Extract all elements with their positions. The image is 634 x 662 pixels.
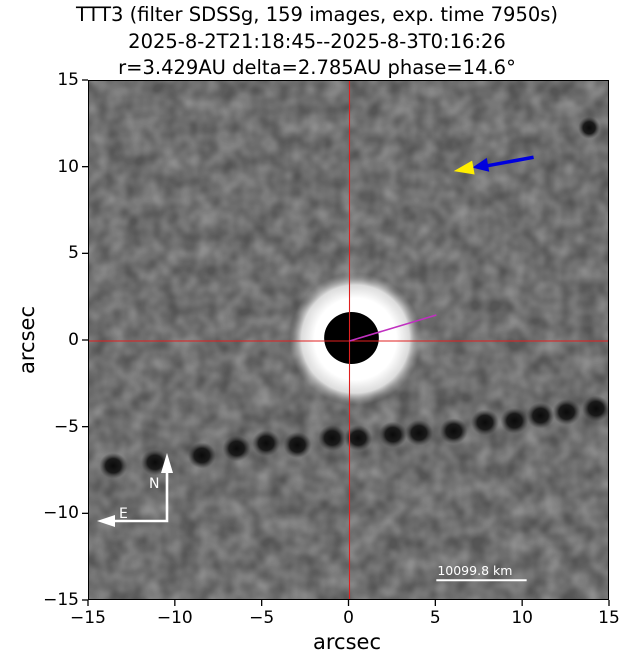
east-label: E xyxy=(119,506,128,522)
motion-arrow-icon xyxy=(472,155,534,172)
y-tick-label: 10 xyxy=(57,156,79,177)
stacked-image: N E 10099.8 km xyxy=(89,81,608,599)
x-tick-label: −5 xyxy=(249,608,275,628)
scale-bar-label: 10099.8 km xyxy=(437,563,512,578)
y-tick-label: 0 xyxy=(68,330,79,350)
y-tick-label: −10 xyxy=(43,503,79,524)
x-axis-label: arcsec xyxy=(313,630,381,654)
trail-star xyxy=(552,399,581,426)
y-tick-label: −5 xyxy=(53,416,79,437)
trail-star xyxy=(140,449,169,476)
trail-star xyxy=(318,425,347,452)
trail-star xyxy=(99,452,128,479)
star-trail xyxy=(99,395,608,479)
trail-star xyxy=(439,418,468,445)
trail-star xyxy=(222,435,251,462)
y-tick-label: 15 xyxy=(57,70,79,90)
y-axis-label: arcsec xyxy=(15,306,39,374)
x-tick-label: −10 xyxy=(156,608,193,628)
trail-star xyxy=(252,430,281,457)
x-tick-label: 15 xyxy=(598,608,620,628)
north-label: N xyxy=(149,476,159,492)
compass: N E xyxy=(97,453,173,527)
trail-star xyxy=(500,407,529,434)
x-tick-label: 5 xyxy=(429,608,441,628)
trail-star xyxy=(526,402,555,429)
chart-subtitle-geometry: r=3.429AU delta=2.785AU phase=14.6° xyxy=(118,56,516,79)
sun-direction-arrow-icon xyxy=(453,160,475,175)
image-plot-area: N E 10099.8 km xyxy=(88,80,609,600)
trail-star xyxy=(582,395,608,422)
compass-lines xyxy=(105,471,169,523)
chart-subtitle-date: 2025-8-2T21:18:45--2025-8-3T0:16:26 xyxy=(128,30,506,53)
y-tick-label: 5 xyxy=(68,243,79,264)
target-core xyxy=(324,312,379,364)
x-tick-label: 10 xyxy=(511,608,533,628)
trail-star xyxy=(283,432,312,458)
x-tick-label: 0 xyxy=(343,608,354,628)
north-arrow-icon xyxy=(161,453,173,473)
trail-star xyxy=(470,409,499,436)
x-tick-label: −15 xyxy=(70,608,106,628)
chart-title: TTT3 (filter SDSSg, 159 images, exp. tim… xyxy=(75,3,559,26)
trail-star xyxy=(344,425,373,452)
y-tick-label: −15 xyxy=(43,590,79,610)
scale-bar: 10099.8 km xyxy=(436,563,527,582)
trail-star xyxy=(187,442,216,469)
trail-star xyxy=(404,419,433,446)
trail-star xyxy=(378,421,407,448)
field-star xyxy=(578,116,601,139)
east-arrow-icon xyxy=(97,515,115,527)
position-angle-line xyxy=(349,314,437,342)
